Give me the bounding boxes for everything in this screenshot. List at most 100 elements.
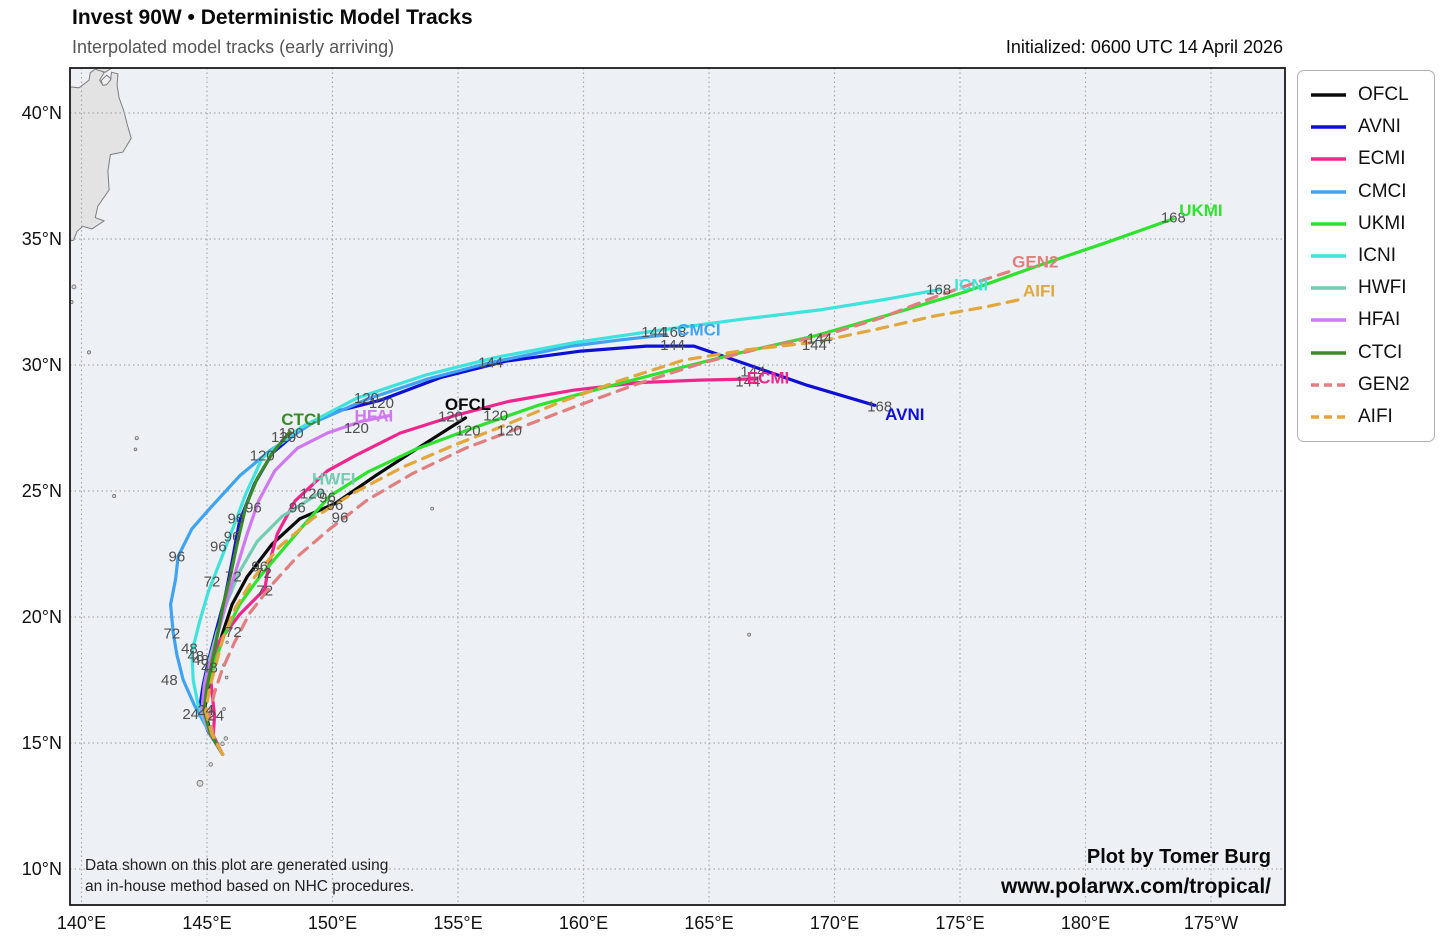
page-title: Invest 90W • Deterministic Model Tracks [72,6,473,29]
hour-label-96: 96 [245,499,262,516]
hour-label-72: 72 [225,624,242,641]
model-label-ukmi: UKMI [1179,201,1222,220]
hour-label-120: 120 [483,407,508,424]
legend-label: OFCL [1358,84,1409,106]
model-label-gen2: GEN2 [1012,253,1058,272]
hour-label-48: 48 [187,648,204,665]
legend-item-icni: ICNI [1298,240,1434,272]
legend-item-aifi: AIFI [1298,401,1434,433]
island-dot-minami-torishima [430,506,435,511]
x-tick-label: 160°E [559,913,608,933]
legend-line-sample [1311,254,1346,258]
legend-line-sample [1311,125,1346,130]
disclaimer-text: Data shown on this plot are generated us… [85,855,414,897]
x-tick-label: 145°E [182,913,231,933]
page-subtitle: Interpolated model tracks (early arrivin… [72,37,395,57]
hour-label-120: 120 [497,423,522,440]
track-gen2 [207,268,1015,756]
legend-label: HFAI [1358,309,1401,331]
model-label-avni: AVNI [885,405,924,424]
y-tick-label: 15°N [22,733,62,753]
legend-item-ukmi: UKMI [1298,208,1434,240]
hour-label-144: 144 [735,373,760,390]
legend-label: AVNI [1358,116,1401,138]
legend-line-sample [1311,286,1346,291]
x-tick-label: 170°E [810,913,859,933]
model-label-ofcl: OFCL [445,395,491,414]
x-tick-label: 165°E [684,913,733,933]
plot-frame [69,67,1286,906]
sea-mutsu-bay [100,74,112,86]
hour-label-72: 72 [256,583,273,600]
model-label-aifi: AIFI [1023,282,1055,301]
legend-label: ICNI [1358,245,1396,267]
hour-label-96: 96 [289,499,306,516]
disclaimer-line1: Data shown on this plot are generated us… [85,857,389,874]
hour-label-48: 48 [181,641,198,658]
hour-label-168: 168 [1161,210,1186,227]
hour-label-120: 120 [438,409,463,426]
hour-label-120: 120 [344,420,369,437]
legend-line-sample [1311,222,1346,226]
hour-label-96: 96 [224,528,241,545]
hour-label-96: 96 [319,489,336,506]
legend-line-sample [1311,415,1346,419]
island-dot-hachijojima [71,284,77,290]
hour-label-48: 48 [161,672,178,689]
x-tick-label: 155°E [433,913,482,933]
hour-label-72: 72 [255,565,272,582]
legend-item-hfai: HFAI [1298,304,1434,336]
island-dot-guam [196,779,204,787]
credit-author: Plot by Tomer Burg [1086,846,1271,868]
model-label-hwfi: HWFI [312,469,355,488]
island-dot-anatahan [222,707,226,711]
x-tick-label: 140°E [57,913,106,933]
hour-label-144: 144 [641,324,666,341]
legend-line-sample [1311,93,1346,97]
credit-url: www.polarwx.com/tropical/ [1001,875,1271,898]
hour-label-168: 168 [661,324,686,341]
island-dot-torishima [87,350,92,355]
hour-label-120: 120 [271,429,296,446]
hour-label-96: 96 [251,559,268,576]
y-tick-label: 20°N [22,607,62,627]
legend-item-ofcl: OFCL [1298,79,1434,111]
island-dot-saipan [223,736,229,741]
hour-label-144: 144 [802,337,827,354]
legend-line-sample [1311,318,1346,323]
y-tick-label: 30°N [22,355,62,375]
hour-label-96: 96 [169,549,186,566]
hour-label-96: 96 [332,509,349,526]
legend-label: AIFI [1358,405,1393,427]
legend-label: CTCI [1358,341,1403,363]
x-tick-label: 150°E [308,913,357,933]
hour-label-168: 168 [867,399,892,416]
hour-label-24: 24 [182,706,199,723]
initialized-timestamp: Initialized: 0600 UTC 14 April 2026 [1005,37,1283,57]
legend-line-sample [1311,157,1346,162]
island-dot-rota [208,762,213,767]
legend-line-sample [1311,350,1346,355]
x-tick-label: 175°W [1184,913,1238,933]
hour-label-120: 120 [369,395,394,412]
credit-text: Plot by Tomer Burg www.polarwx.com/tropi… [1001,843,1271,901]
track-icni [190,287,942,756]
hour-label-24: 24 [197,702,214,719]
hour-label-72: 72 [204,574,221,591]
legend-item-cmci: CMCI [1298,176,1434,208]
hour-label-96: 96 [228,511,245,528]
hour-label-48: 48 [201,659,218,676]
model-label-ctci: CTCI [281,410,321,429]
island-dot-wake-island [747,632,752,637]
hour-label-168: 168 [926,281,951,298]
legend-item-gen2: GEN2 [1298,369,1434,401]
legend-item-avni: AVNI [1298,111,1434,143]
island-dot-pagan [224,675,229,680]
legend-label: UKMI [1358,212,1406,234]
track-cmci [169,333,668,756]
hour-label-72: 72 [225,569,242,586]
hour-label-48: 48 [192,652,209,669]
land-hokkaido [95,68,113,73]
